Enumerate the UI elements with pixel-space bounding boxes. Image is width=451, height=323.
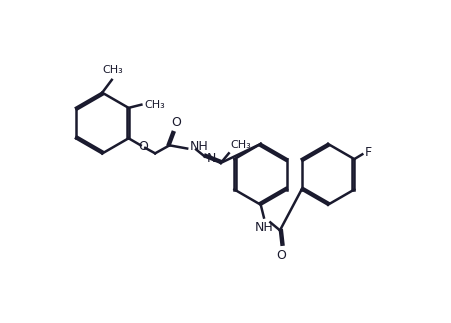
Text: N: N <box>207 151 216 165</box>
Text: O: O <box>138 141 148 153</box>
Text: CH₃: CH₃ <box>230 140 251 150</box>
Text: NH: NH <box>254 221 273 234</box>
Text: F: F <box>364 146 372 159</box>
Text: NH: NH <box>190 141 208 153</box>
Text: CH₃: CH₃ <box>102 65 123 75</box>
Text: O: O <box>276 249 286 262</box>
Text: O: O <box>171 116 181 129</box>
Text: CH₃: CH₃ <box>145 100 166 110</box>
